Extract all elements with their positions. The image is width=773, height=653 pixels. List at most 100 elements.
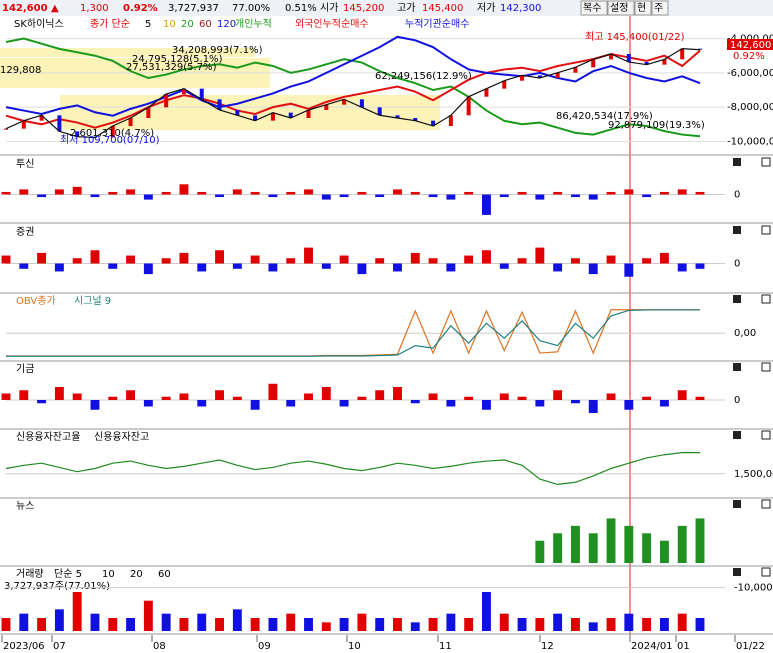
bar: [54, 189, 64, 195]
panel-title: 뉴스: [16, 500, 34, 512]
header-open: 145,200: [343, 3, 384, 14]
bar: [126, 618, 136, 631]
panel-button[interactable]: [733, 295, 741, 303]
indicator-line: [5, 452, 700, 486]
candle: [609, 54, 614, 60]
panel-title: 신용융자잔고: [94, 431, 149, 443]
panel-button[interactable]: [733, 226, 741, 234]
bar: [339, 194, 349, 198]
header-low_label: 저가: [477, 2, 495, 14]
toolbar-button-label[interactable]: 현: [637, 2, 646, 14]
bar: [642, 396, 652, 400]
bar: [304, 618, 313, 631]
ma-legend: 60: [199, 19, 212, 30]
panel-close[interactable]: [761, 499, 771, 509]
candle: [235, 110, 240, 116]
date-label: 07: [53, 641, 66, 652]
panel-close[interactable]: [761, 430, 771, 440]
bar: [268, 618, 278, 631]
bar: [428, 618, 438, 631]
header-rate: 0.92%: [123, 3, 158, 14]
main-legend-name: SK하이닉스: [14, 17, 64, 30]
y-tick-label: 1,500,00: [734, 469, 773, 480]
bar: [642, 533, 652, 563]
bar: [143, 400, 153, 407]
bar: [464, 618, 474, 631]
bar: [695, 396, 705, 400]
candle: [4, 128, 8, 130]
toolbar-button-label[interactable]: 설정: [610, 2, 628, 14]
toolbar-button[interactable]: [634, 0, 652, 16]
candle: [377, 107, 382, 116]
date-label: 10: [348, 641, 361, 652]
bar: [642, 618, 652, 631]
toolbar-button-label[interactable]: 주: [654, 3, 663, 14]
panel-close[interactable]: [761, 157, 771, 167]
bar: [482, 400, 491, 410]
ma-legend: 5: [145, 19, 151, 30]
bar: [517, 258, 527, 264]
bar: [606, 255, 616, 264]
bar: [19, 189, 29, 195]
bar: [624, 189, 634, 195]
bar: [1, 393, 11, 400]
bar: [499, 393, 509, 400]
candle: [591, 59, 596, 68]
bar: [677, 390, 687, 400]
bar: [108, 191, 118, 195]
bar: [375, 618, 385, 631]
bar: [570, 400, 580, 404]
panel-button[interactable]: [733, 500, 741, 508]
bar: [357, 613, 367, 631]
price-tag-label: 142,600: [730, 40, 771, 51]
y-tick-label: 0: [734, 190, 740, 201]
bar: [37, 252, 47, 264]
bar: [1, 255, 11, 264]
panel-button[interactable]: [733, 431, 741, 439]
bar: [588, 194, 598, 200]
toolbar-button[interactable]: [580, 0, 608, 16]
toolbar-button-label[interactable]: 복수: [583, 2, 601, 14]
band: [0, 48, 255, 57]
bar: [90, 613, 100, 631]
flow-line: [5, 35, 701, 117]
candle: [395, 115, 400, 118]
bar: [304, 247, 313, 264]
date-label: 12: [541, 641, 554, 652]
candle: [128, 118, 133, 126]
bar: [659, 191, 669, 195]
indicator-line: [6, 309, 700, 357]
bar: [464, 255, 474, 264]
annotation: 2,601,310(4.7%): [70, 128, 154, 139]
panel-button[interactable]: [733, 568, 741, 576]
panel-close[interactable]: [761, 225, 771, 235]
price-tag: [727, 39, 773, 50]
bar: [588, 622, 598, 631]
candle: [270, 112, 275, 121]
bar: [464, 396, 474, 400]
ma-legend: 10: [163, 19, 176, 30]
bar: [72, 592, 82, 631]
header-turnover: 0.51%: [285, 3, 317, 14]
bar: [19, 613, 29, 631]
panel-button[interactable]: [733, 363, 741, 371]
bar: [606, 393, 616, 400]
candle: [288, 112, 293, 118]
bar: [215, 250, 224, 264]
bar: [37, 194, 47, 198]
bar: [232, 189, 242, 195]
bar: [695, 263, 705, 269]
bar: [428, 194, 438, 198]
panel-close[interactable]: [761, 362, 771, 372]
toolbar-button[interactable]: [607, 0, 635, 16]
panel-close[interactable]: [761, 567, 771, 577]
bar: [1, 191, 11, 195]
panel-button[interactable]: [733, 158, 741, 166]
toolbar-button[interactable]: [651, 0, 669, 16]
bar: [250, 191, 260, 195]
bar: [553, 613, 563, 631]
candle: [431, 120, 436, 126]
bar: [321, 622, 331, 631]
panel-close[interactable]: [761, 294, 771, 304]
candle: [57, 115, 62, 132]
